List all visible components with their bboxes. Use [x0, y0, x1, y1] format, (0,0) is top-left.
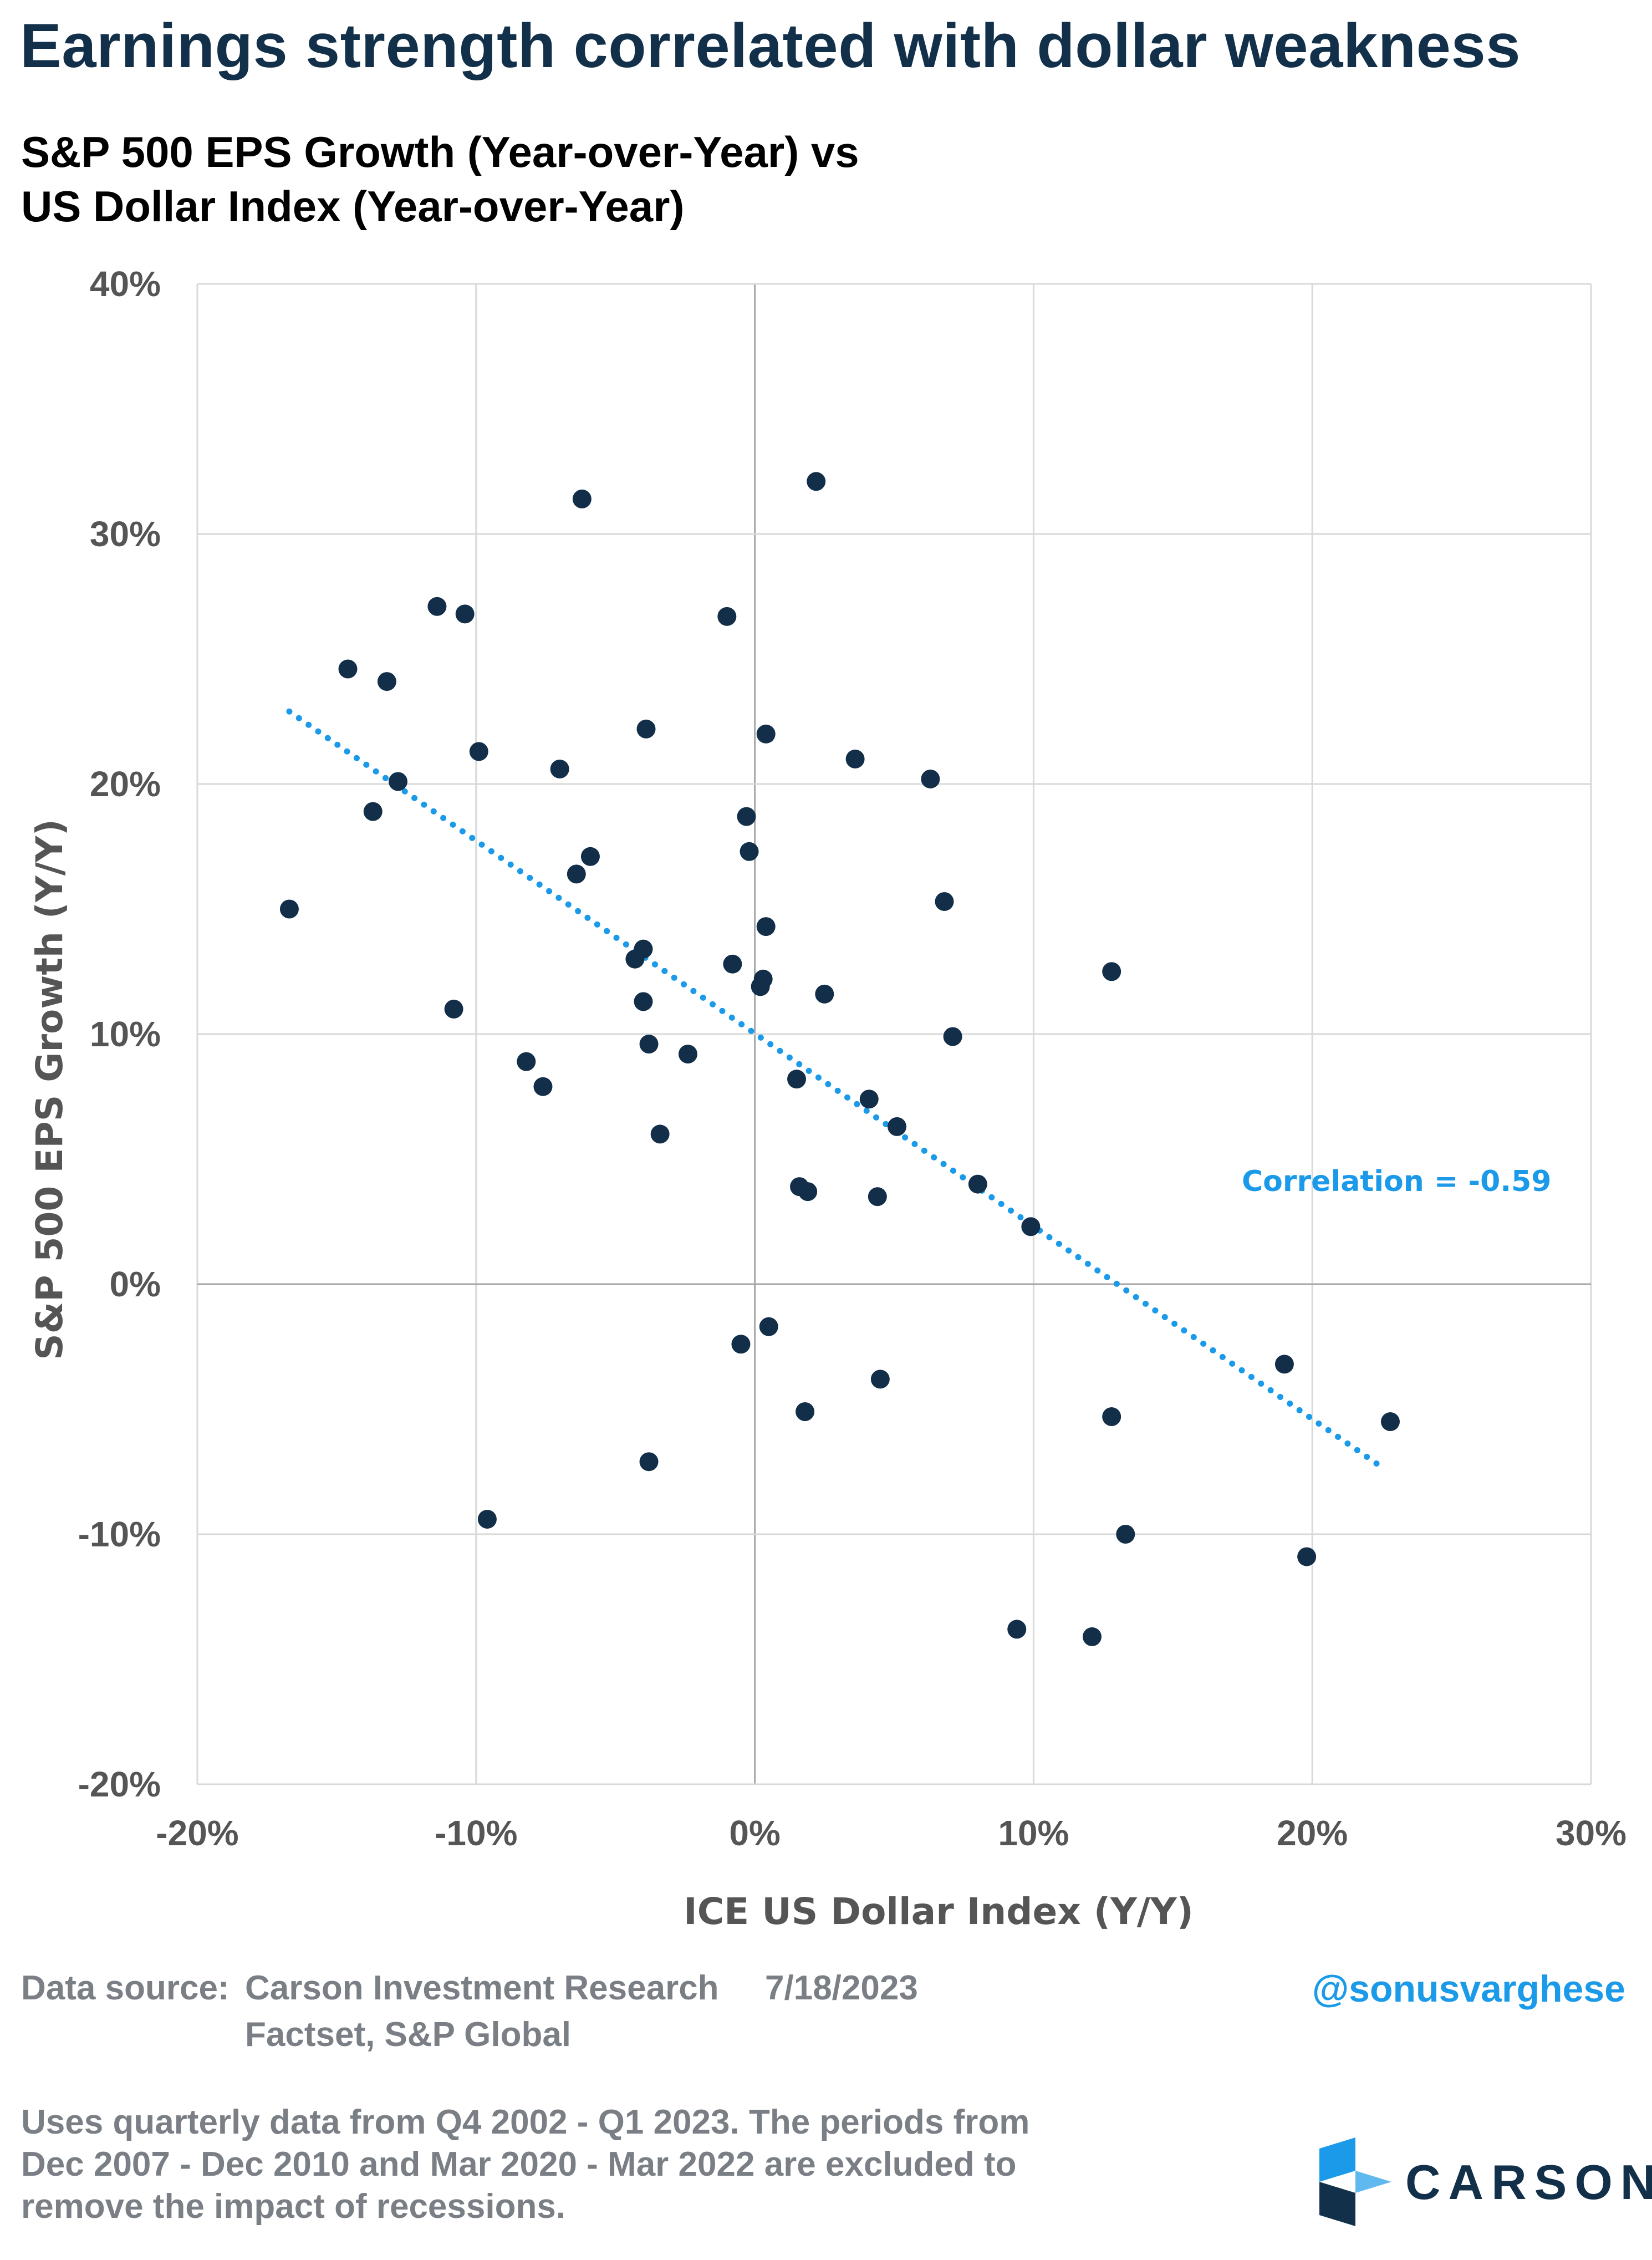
data-point	[1007, 1620, 1027, 1639]
data-point	[517, 1052, 536, 1071]
subtitle-line-1: S&P 500 EPS Growth (Year-over-Year) vs	[21, 128, 859, 176]
data-points	[279, 472, 1400, 1646]
data-point	[639, 1035, 659, 1054]
y-tick-label: 40%	[90, 264, 161, 304]
carson-logo-text: CARSON	[1405, 2155, 1652, 2210]
data-source-line-1: Carson Investment Research	[245, 1969, 719, 2007]
data-point	[678, 1045, 697, 1064]
y-tick-label: 30%	[90, 514, 161, 554]
data-point	[723, 954, 742, 974]
data-source-line-2: Factset, S&P Global	[245, 2015, 572, 2054]
data-point	[1380, 1412, 1400, 1432]
data-point	[389, 772, 408, 791]
note-line-3: remove the impact of recessions.	[21, 2187, 566, 2226]
data-point	[279, 899, 299, 919]
y-tick-label: -10%	[78, 1514, 161, 1554]
data-date: 7/18/2023	[765, 1969, 918, 2007]
data-point	[845, 749, 865, 768]
data-point	[567, 864, 586, 884]
data-point	[455, 604, 475, 624]
data-point	[753, 969, 773, 989]
x-tick-label: 30%	[1556, 1813, 1626, 1853]
grid	[196, 283, 1592, 1785]
scatter-chart: -20% -10% 0% 10% 20% 30% -20% -10% 0% 10% 20% 30% 40…	[28, 264, 1626, 1933]
data-point	[469, 742, 488, 761]
data-point	[870, 1370, 890, 1389]
data-point	[636, 719, 656, 739]
y-tick-label: -20%	[78, 1764, 161, 1804]
data-point	[650, 1124, 670, 1144]
data-point	[717, 607, 737, 626]
y-tick-label: 20%	[90, 764, 161, 804]
x-tick-label: -10%	[435, 1813, 517, 1853]
data-point	[935, 892, 954, 911]
data-point	[377, 672, 396, 691]
correlation-annotation: Correlation = -0.59	[1242, 1165, 1551, 1198]
data-point	[943, 1027, 962, 1046]
data-point	[634, 939, 653, 959]
x-tick-label: 10%	[998, 1813, 1069, 1853]
data-point	[572, 489, 592, 508]
note-line-2: Dec 2007 - Dec 2010 and Mar 2020 - Mar 2…	[21, 2145, 1017, 2183]
data-point	[740, 842, 759, 861]
data-point	[815, 984, 834, 1004]
carson-logo: CARSON	[1314, 2137, 1652, 2226]
data-point	[921, 769, 940, 788]
data-point	[1102, 962, 1121, 981]
data-point	[1102, 1407, 1121, 1427]
x-axis-title: ICE US Dollar Index (Y/Y)	[684, 1890, 1194, 1933]
data-point	[737, 807, 756, 826]
data-point	[1021, 1217, 1041, 1236]
data-point	[634, 992, 653, 1011]
x-tick-label: 0%	[729, 1813, 781, 1853]
data-point	[477, 1509, 497, 1529]
x-tick-label: 20%	[1277, 1813, 1348, 1853]
data-point	[796, 1402, 815, 1422]
chart-subtitle: S&P 500 EPS Growth (Year-over-Year) vs U…	[21, 125, 859, 233]
data-point	[1116, 1525, 1135, 1544]
data-point	[968, 1174, 987, 1194]
data-point	[338, 659, 358, 679]
data-point	[756, 917, 776, 936]
tick-labels: -20% -10% 0% 10% 20% 30% -20% -10% 0% 10% 20% 30% 40…	[78, 264, 1626, 1853]
y-tick-label: 10%	[90, 1014, 161, 1054]
data-point	[731, 1335, 751, 1354]
data-point	[787, 1070, 807, 1089]
data-point	[798, 1182, 818, 1202]
y-axis-title: S&P 500 EPS Growth (Y/Y)	[28, 819, 71, 1360]
data-point	[1297, 1547, 1317, 1566]
data-point	[1082, 1627, 1102, 1646]
data-point	[759, 1317, 778, 1336]
data-point	[807, 472, 826, 491]
data-point	[639, 1452, 659, 1472]
data-point	[427, 597, 447, 616]
y-tick-label: 0%	[110, 1264, 161, 1304]
data-point	[1274, 1355, 1294, 1374]
trendline	[286, 708, 1388, 1473]
data-source-label: Data source:	[21, 1969, 230, 2007]
carson-logo-mark-icon	[1319, 2137, 1391, 2226]
page-title: Earnings strength correlated with dollar…	[20, 11, 1521, 80]
x-tick-label: -20%	[156, 1813, 238, 1853]
data-point	[580, 847, 600, 866]
note-line-1: Uses quarterly data from Q4 2002 - Q1 20…	[21, 2103, 1030, 2141]
data-point	[550, 759, 569, 778]
methodology-notes: Uses quarterly data from Q4 2002 - Q1 20…	[21, 2101, 1029, 2228]
data-point	[444, 999, 463, 1019]
data-point	[533, 1077, 553, 1096]
data-point	[888, 1117, 907, 1136]
subtitle-line-2: US Dollar Index (Year-over-Year)	[21, 182, 685, 231]
data-point	[363, 802, 383, 821]
data-point	[859, 1090, 879, 1109]
data-point	[756, 724, 776, 744]
data-point	[868, 1187, 887, 1207]
author-handle: @sonusvarghese	[1312, 1968, 1625, 2010]
